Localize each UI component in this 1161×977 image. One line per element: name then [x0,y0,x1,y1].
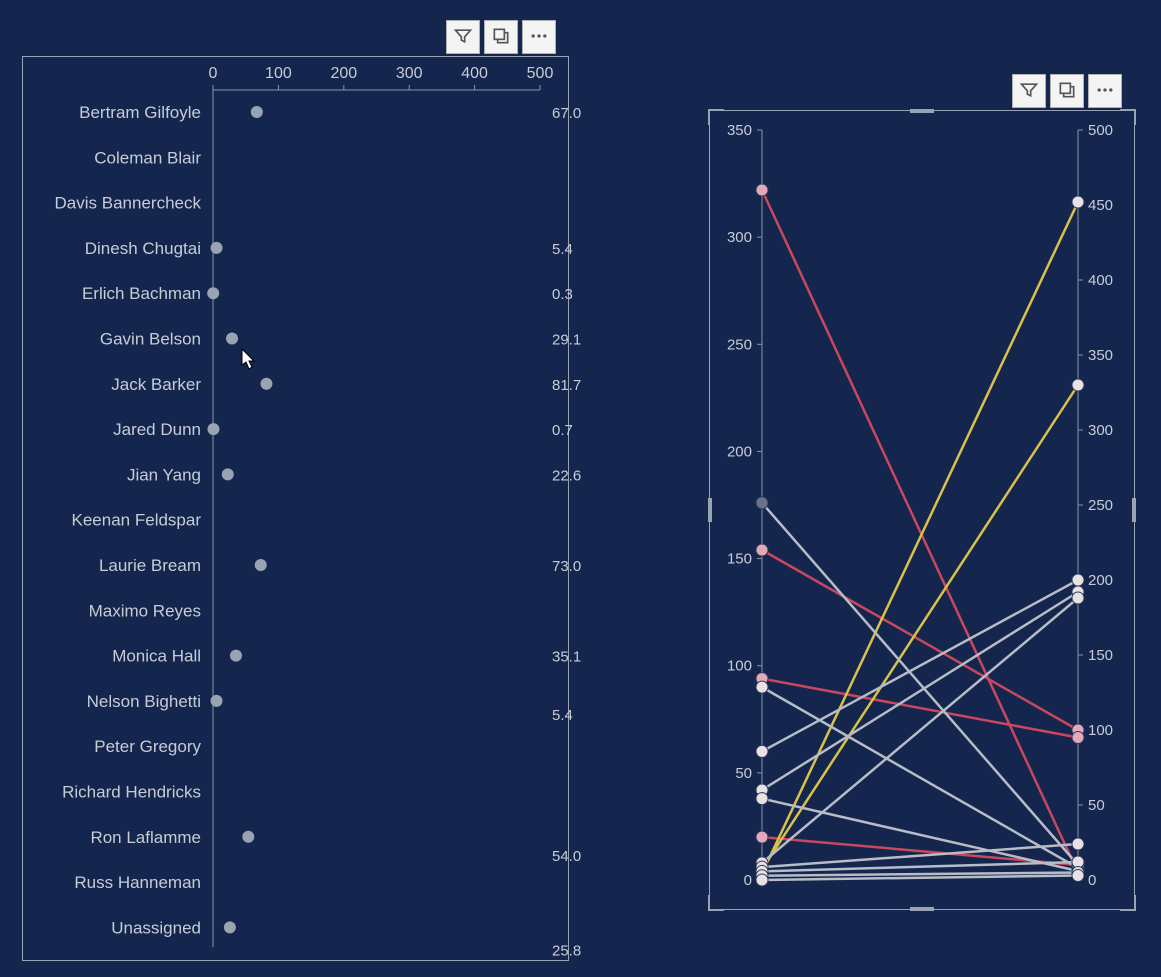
resize-handle[interactable] [708,895,724,911]
filter-icon [1019,80,1039,103]
more-options-icon [1095,80,1115,103]
focus-mode-icon [491,26,511,49]
more-options-icon [529,26,549,49]
resize-handle[interactable] [708,109,724,125]
focus-mode-icon [1057,80,1077,103]
slope-chart-frame[interactable] [709,110,1135,910]
more-options-button[interactable] [522,20,556,54]
resize-handle[interactable] [1120,109,1136,125]
focus-mode-button[interactable] [484,20,518,54]
dot-chart-toolbar [446,20,556,54]
filter-icon [453,26,473,49]
focus-mode-button[interactable] [1050,74,1084,108]
filter-button[interactable] [446,20,480,54]
resize-handle[interactable] [708,498,712,522]
resize-handle[interactable] [910,109,934,113]
resize-handle[interactable] [1132,498,1136,522]
slope-chart-toolbar [1012,74,1122,108]
dot-chart-frame [22,56,569,961]
filter-button[interactable] [1012,74,1046,108]
resize-handle[interactable] [1120,895,1136,911]
resize-handle[interactable] [910,907,934,911]
more-options-button[interactable] [1088,74,1122,108]
